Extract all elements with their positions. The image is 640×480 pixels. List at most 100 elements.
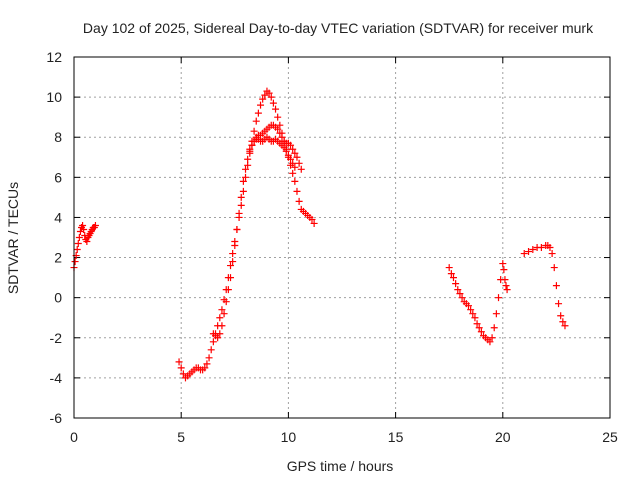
data-point	[289, 159, 297, 167]
data-point	[237, 201, 245, 209]
x-tick-label: 25	[602, 429, 618, 445]
data-point	[477, 328, 485, 336]
data-point	[250, 127, 258, 135]
data-point	[252, 117, 260, 125]
data-point	[557, 312, 565, 320]
data-point	[464, 302, 472, 310]
data-point	[239, 187, 247, 195]
data-point	[310, 219, 318, 227]
plot-area	[70, 87, 569, 382]
data-point	[237, 193, 245, 201]
data-point	[239, 177, 247, 185]
data-point	[267, 93, 275, 101]
data-point	[287, 141, 295, 149]
x-tick-label: 20	[495, 429, 511, 445]
data-point	[80, 225, 88, 233]
y-tick-label: -6	[50, 410, 63, 426]
data-point	[555, 300, 563, 308]
data-point	[289, 169, 297, 177]
data-point	[179, 370, 187, 378]
data-point	[233, 225, 241, 233]
data-point	[282, 147, 290, 155]
y-tick-label: 8	[54, 129, 62, 145]
data-point	[276, 129, 284, 137]
data-point	[473, 320, 481, 328]
data-point	[175, 358, 183, 366]
data-point	[280, 143, 288, 151]
chart-title: Day 102 of 2025, Sidereal Day-to-day VTE…	[83, 20, 594, 36]
data-point	[293, 187, 301, 195]
data-point	[205, 354, 213, 362]
data-point	[552, 282, 560, 290]
data-point	[471, 314, 479, 322]
data-point	[244, 155, 252, 163]
data-point	[261, 91, 269, 99]
data-point	[74, 240, 82, 248]
data-point	[475, 324, 483, 332]
data-point	[83, 238, 91, 246]
data-point	[503, 286, 511, 294]
data-point	[229, 250, 237, 258]
grid-lines	[74, 57, 610, 418]
data-point	[467, 306, 475, 314]
y-tick-label: -4	[50, 370, 63, 386]
data-point	[250, 137, 258, 145]
data-point	[537, 244, 545, 252]
data-point	[242, 165, 250, 173]
data-point	[293, 153, 301, 161]
data-point	[456, 290, 464, 298]
data-point	[235, 209, 243, 217]
data-point	[287, 155, 295, 163]
data-point	[242, 173, 250, 181]
data-point	[254, 109, 262, 117]
data-point	[276, 121, 284, 129]
x-tick-label: 0	[70, 429, 78, 445]
data-point	[297, 165, 305, 173]
data-point	[265, 89, 273, 97]
x-tick-label: 5	[177, 429, 185, 445]
data-point	[295, 159, 303, 167]
data-point	[289, 145, 297, 153]
data-point	[499, 260, 507, 268]
data-point	[75, 234, 83, 241]
data-point	[447, 270, 455, 278]
data-point	[227, 262, 235, 270]
data-point	[274, 113, 282, 121]
plot-frame	[73, 56, 611, 419]
data-point	[209, 338, 217, 346]
data-point	[502, 282, 510, 290]
x-tick-label: 10	[281, 429, 297, 445]
data-point	[458, 294, 466, 302]
data-point	[525, 248, 533, 256]
data-point	[79, 221, 87, 229]
data-point	[207, 346, 215, 354]
data-point	[548, 250, 556, 258]
data-point	[452, 280, 460, 288]
data-point	[529, 246, 537, 254]
data-point	[214, 334, 222, 342]
data-point	[291, 163, 299, 171]
data-point	[71, 258, 79, 266]
data-point	[244, 161, 252, 169]
data-point	[231, 242, 239, 250]
data-point	[486, 338, 494, 346]
data-point	[278, 133, 286, 141]
data-point	[520, 250, 528, 258]
y-tick-label: 0	[54, 290, 62, 306]
data-point	[259, 95, 267, 103]
data-point	[224, 286, 232, 294]
data-point	[216, 314, 224, 322]
data-point	[291, 177, 299, 185]
data-point	[561, 322, 569, 330]
data-point	[495, 294, 503, 302]
data-point	[203, 360, 211, 368]
data-point	[269, 99, 277, 107]
data-point	[445, 264, 453, 272]
data-point	[449, 274, 457, 282]
data-point	[550, 264, 558, 272]
data-point	[274, 125, 282, 133]
data-point	[216, 330, 224, 338]
data-point	[218, 306, 226, 314]
data-point	[546, 244, 554, 252]
